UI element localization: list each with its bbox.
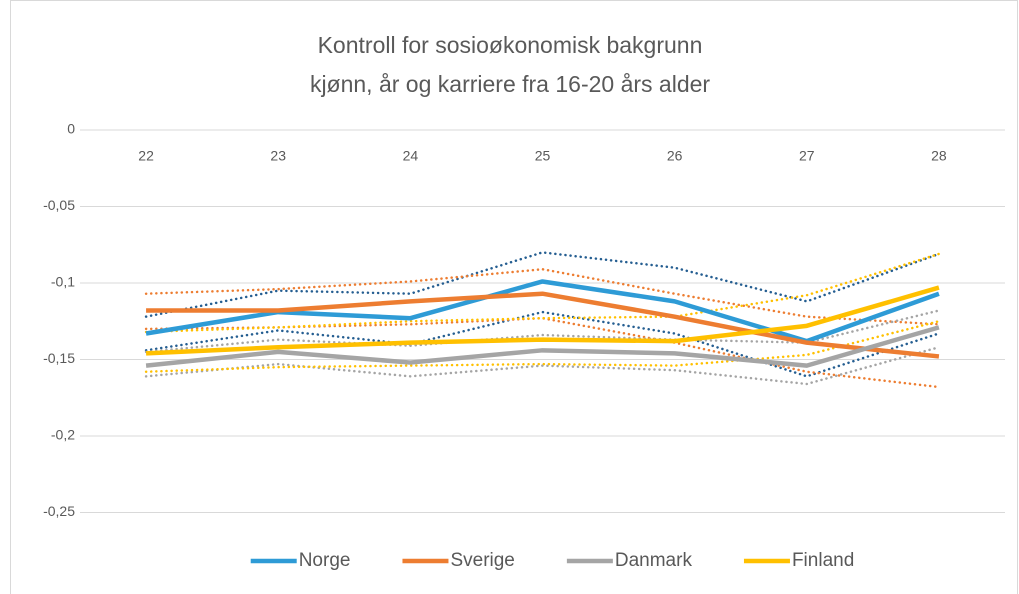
lower-bound-line — [144, 320, 941, 373]
y-tick-label: -0,1 — [51, 274, 75, 290]
x-tick-label: 24 — [403, 148, 419, 164]
x-tick-label: 28 — [931, 148, 947, 164]
x-tick-label: 27 — [799, 148, 815, 164]
legend-label: Sverige — [450, 550, 514, 571]
y-tick-label: 0 — [67, 121, 75, 137]
series-line — [145, 325, 940, 368]
y-tick-label: -0,25 — [43, 503, 75, 519]
x-tick-label: 26 — [667, 148, 683, 164]
y-tick-label: -0,2 — [51, 427, 75, 443]
upper-bound-line — [144, 252, 941, 334]
lower-bound-line — [144, 346, 941, 386]
x-tick-label: 22 — [138, 148, 154, 164]
x-tick-label: 23 — [270, 148, 286, 164]
legend-label: Norge — [299, 550, 351, 571]
chart-title: Kontroll for sosioøkonomisk bakgrunn — [318, 32, 703, 58]
y-tick-label: -0,05 — [43, 197, 75, 213]
legend-label: Danmark — [615, 550, 693, 571]
series-line — [146, 291, 940, 359]
chart-title: kjønn, år og karriere fra 16-20 års alde… — [310, 71, 710, 97]
series-line — [145, 285, 940, 356]
upper-bound-line — [144, 267, 941, 326]
lower-bound-line — [144, 310, 941, 378]
y-tick-label: -0,15 — [43, 350, 75, 366]
legend-label: Finland — [792, 550, 854, 571]
x-tick-label: 25 — [535, 148, 551, 164]
